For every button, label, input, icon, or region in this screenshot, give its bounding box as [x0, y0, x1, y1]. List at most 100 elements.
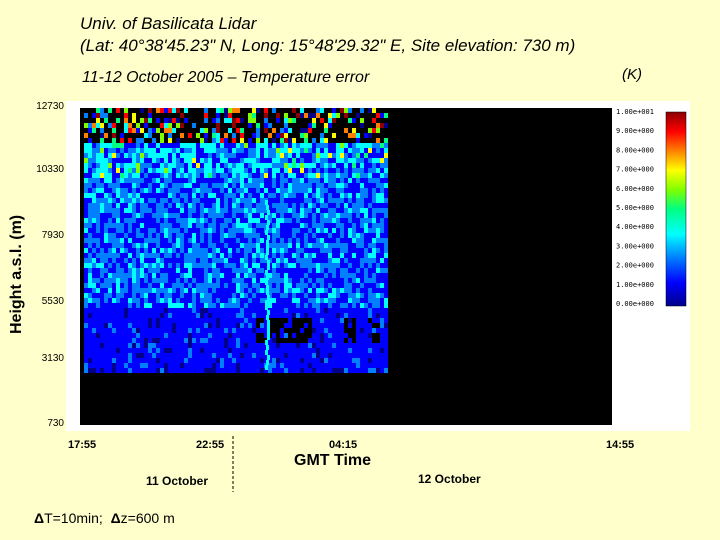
heatmap-cell	[88, 313, 92, 318]
heatmap-cell	[240, 358, 244, 363]
heatmap-cell	[124, 228, 128, 233]
heatmap-cell	[336, 368, 340, 373]
heatmap-cell	[296, 308, 300, 313]
heatmap-cell	[108, 333, 112, 338]
heatmap-cell	[288, 278, 292, 283]
heatmap-cell	[84, 213, 88, 218]
colorbar-labels: 1.00e+0019.00e+0008.00e+0007.00e+0006.00…	[616, 108, 654, 308]
heatmap-cell	[232, 273, 236, 278]
heatmap-cell	[116, 233, 120, 238]
heatmap-cell	[128, 258, 132, 263]
heatmap-cell	[84, 168, 88, 173]
heatmap-cell	[320, 243, 324, 248]
heatmap-cell	[132, 143, 136, 148]
heatmap-cell	[208, 178, 212, 183]
heatmap-cell	[88, 273, 92, 278]
heatmap-cell	[196, 233, 200, 238]
heatmap-cell	[232, 233, 236, 238]
heatmap-cell	[124, 273, 128, 278]
heatmap-cell	[364, 273, 368, 278]
heatmap-cell	[300, 368, 304, 373]
heatmap-cell	[172, 208, 176, 213]
heatmap-cell	[304, 243, 308, 248]
heatmap-cell	[304, 278, 308, 283]
heatmap-cell	[252, 208, 256, 213]
heatmap-cell	[336, 303, 340, 308]
heatmap-cell	[208, 248, 212, 253]
heatmap-cell	[368, 348, 372, 353]
heatmap-cell	[240, 193, 244, 198]
heatmap-cell	[216, 168, 220, 173]
heatmap-cell	[212, 253, 216, 258]
heatmap-cell	[232, 323, 236, 328]
heatmap-cell	[208, 233, 212, 238]
heatmap-cell	[112, 363, 116, 368]
heatmap-cell	[256, 258, 260, 263]
heatmap-cell	[148, 358, 152, 363]
heatmap-cell	[266, 205, 269, 210]
heatmap-cell	[260, 253, 264, 258]
heatmap-cell	[344, 168, 348, 173]
heatmap-cell	[384, 168, 388, 173]
heatmap-cell	[128, 188, 132, 193]
heatmap-cell	[276, 268, 280, 273]
heatmap-cell	[108, 368, 112, 373]
heatmap-cell	[248, 318, 252, 323]
heatmap-cell	[272, 243, 276, 248]
heatmap-cell	[376, 348, 380, 353]
heatmap-cell	[148, 258, 152, 263]
heatmap-cell	[240, 178, 244, 183]
heatmap-cell	[216, 338, 220, 343]
heatmap-cell	[384, 153, 388, 158]
heatmap-cell	[196, 318, 200, 323]
heatmap-cell	[248, 163, 252, 168]
heatmap-cell	[320, 133, 324, 138]
heatmap-cell	[384, 363, 388, 368]
heatmap-cell	[160, 183, 164, 188]
heatmap-cell	[256, 273, 260, 278]
heatmap-cell	[380, 123, 384, 128]
heatmap-cell	[380, 193, 384, 198]
heatmap-cell	[92, 168, 96, 173]
heatmap-cell	[244, 213, 248, 218]
heatmap-cell	[148, 153, 152, 158]
heatmap-cell	[152, 193, 156, 198]
heatmap-cell	[267, 265, 270, 270]
heatmap-cell	[260, 173, 264, 178]
heatmap-cell	[100, 218, 104, 223]
heatmap-cell	[372, 243, 376, 248]
heatmap-cell	[376, 183, 380, 188]
heatmap-cell	[344, 278, 348, 283]
heatmap-cell	[344, 298, 348, 303]
heatmap-cell	[176, 208, 180, 213]
heatmap-cell	[212, 343, 216, 348]
heatmap-cell	[280, 273, 284, 278]
heatmap-cell	[300, 148, 304, 153]
heatmap-cell	[224, 188, 228, 193]
heatmap-cell	[284, 113, 288, 118]
heatmap-cell	[208, 263, 212, 268]
heatmap-cell	[228, 338, 232, 343]
heatmap-cell	[124, 363, 128, 368]
heatmap-cell	[348, 248, 352, 253]
heatmap-cell	[112, 163, 116, 168]
heatmap-cell	[184, 278, 188, 283]
heatmap-cell	[96, 278, 100, 283]
heatmap-cell	[92, 218, 96, 223]
heatmap-cell	[144, 178, 148, 183]
heatmap-cell	[168, 323, 172, 328]
heatmap-cell	[324, 193, 328, 198]
heatmap-cell	[304, 238, 308, 243]
heatmap-cell	[344, 368, 348, 373]
heatmap-cell	[268, 343, 272, 348]
heatmap-cell	[172, 188, 176, 193]
heatmap-cell	[284, 123, 288, 128]
heatmap-cell	[172, 368, 176, 373]
heatmap-cell	[376, 368, 380, 373]
heatmap-cell	[244, 323, 248, 328]
heatmap-cell	[148, 333, 152, 338]
heatmap-cell	[224, 243, 228, 248]
heatmap-cell	[124, 128, 128, 133]
heatmap-cell	[265, 340, 268, 345]
heatmap-cell	[148, 323, 152, 328]
